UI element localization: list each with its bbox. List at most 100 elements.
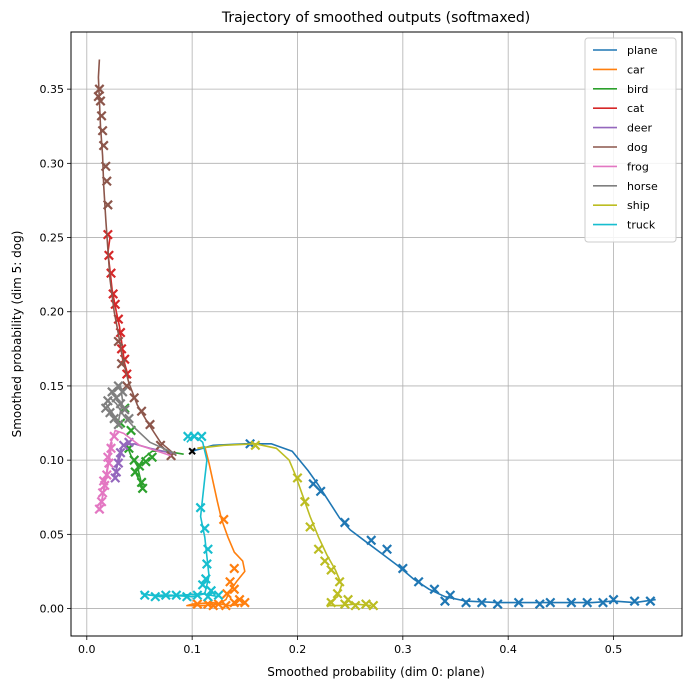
data-point bbox=[334, 576, 345, 587]
data-point bbox=[113, 458, 124, 469]
data-point bbox=[225, 576, 236, 587]
data-point bbox=[229, 597, 240, 608]
data-point bbox=[319, 556, 330, 567]
data-point bbox=[160, 590, 171, 601]
legend: plane car bird cat deer dog frog horse ship truck bbox=[584, 37, 677, 243]
data-point bbox=[119, 404, 130, 415]
data-point bbox=[305, 521, 316, 532]
y-tick-label: 0.15 bbox=[40, 380, 65, 393]
legend-label-frog: frog bbox=[627, 160, 649, 173]
series-plane bbox=[191, 438, 656, 610]
data-point bbox=[116, 358, 127, 369]
data-point bbox=[196, 431, 207, 442]
legend-label-ship: ship bbox=[627, 199, 650, 212]
plot-frame bbox=[70, 31, 683, 637]
y-tick-label: 0.20 bbox=[40, 306, 65, 319]
data-point bbox=[545, 597, 556, 608]
data-point bbox=[202, 591, 213, 602]
x-tick-label: 0.0 bbox=[78, 643, 96, 656]
data-point bbox=[429, 584, 440, 595]
data-point bbox=[145, 419, 155, 430]
x-axis-label: Smoothed probability (dim 0: plane) bbox=[267, 665, 485, 679]
data-point bbox=[109, 431, 120, 442]
data-point bbox=[102, 452, 113, 463]
data-point bbox=[113, 336, 124, 347]
data-point bbox=[343, 594, 354, 605]
x-tick-label: 0.3 bbox=[394, 643, 412, 656]
data-point bbox=[382, 544, 393, 555]
data-point bbox=[250, 440, 261, 451]
series-dog bbox=[93, 59, 177, 461]
data-point bbox=[140, 456, 151, 467]
data-point bbox=[129, 455, 140, 466]
data-point bbox=[106, 443, 117, 454]
y-tick-label: 0.25 bbox=[40, 232, 65, 245]
data-point bbox=[108, 288, 119, 299]
data-point bbox=[96, 496, 107, 507]
data-point bbox=[195, 502, 206, 513]
data-point bbox=[189, 431, 200, 442]
data-point bbox=[645, 596, 656, 607]
data-point bbox=[101, 176, 112, 187]
data-point bbox=[129, 392, 140, 403]
data-point bbox=[117, 386, 128, 397]
data-point bbox=[339, 517, 350, 528]
data-point bbox=[97, 487, 108, 498]
data-point bbox=[513, 597, 524, 608]
data-point bbox=[234, 594, 245, 605]
data-point bbox=[566, 597, 577, 608]
data-point bbox=[598, 597, 608, 608]
data-point bbox=[113, 380, 124, 391]
data-point bbox=[199, 523, 210, 534]
data-point bbox=[105, 407, 115, 418]
data-point bbox=[239, 597, 250, 608]
data-point bbox=[106, 268, 117, 279]
data-point bbox=[326, 564, 337, 575]
data-point bbox=[202, 544, 213, 555]
data-point bbox=[121, 380, 132, 391]
data-point bbox=[96, 110, 107, 121]
legend-label-bird: bird bbox=[627, 83, 648, 96]
data-point bbox=[101, 470, 112, 480]
legend-label-truck: truck bbox=[627, 219, 656, 232]
series-line-plane bbox=[191, 443, 656, 604]
data-point bbox=[366, 535, 377, 546]
x-tick-label: 0.5 bbox=[605, 643, 623, 656]
x-tick-label: 0.1 bbox=[183, 643, 201, 656]
data-point bbox=[200, 573, 211, 584]
data-point bbox=[229, 563, 240, 574]
data-point bbox=[313, 544, 324, 555]
data-point bbox=[534, 599, 545, 610]
x-tick-label: 0.2 bbox=[289, 643, 307, 656]
series-car bbox=[186, 446, 250, 611]
data-point bbox=[94, 84, 105, 95]
data-point bbox=[197, 579, 208, 590]
data-point bbox=[98, 140, 109, 151]
data-point bbox=[476, 597, 487, 608]
data-point bbox=[439, 596, 450, 607]
y-tick-label: 0.30 bbox=[40, 157, 65, 170]
data-point bbox=[368, 600, 379, 611]
data-point bbox=[326, 597, 337, 608]
legend-label-dog: dog bbox=[627, 141, 648, 154]
data-point bbox=[102, 199, 113, 210]
data-point bbox=[299, 496, 310, 507]
data-point bbox=[229, 584, 240, 595]
y-axis: 0.00 0.05 0.10 0.15 0.20 0.25 0.30 0.35 bbox=[40, 83, 71, 616]
data-point bbox=[332, 588, 343, 599]
legend-label-plane: plane bbox=[627, 44, 658, 57]
data-point bbox=[308, 478, 319, 489]
data-point bbox=[220, 600, 231, 611]
legend-label-deer: deer bbox=[627, 122, 653, 135]
data-point bbox=[413, 576, 424, 587]
data-point bbox=[208, 600, 219, 611]
data-point bbox=[221, 588, 232, 599]
start-point bbox=[188, 447, 196, 455]
data-point bbox=[492, 599, 503, 610]
legend-label-car: car bbox=[627, 63, 645, 76]
data-point bbox=[139, 590, 150, 601]
data-point bbox=[94, 504, 105, 515]
data-point bbox=[397, 563, 408, 574]
chart-title: Trajectory of smoothed outputs (softmaxe… bbox=[221, 10, 530, 26]
